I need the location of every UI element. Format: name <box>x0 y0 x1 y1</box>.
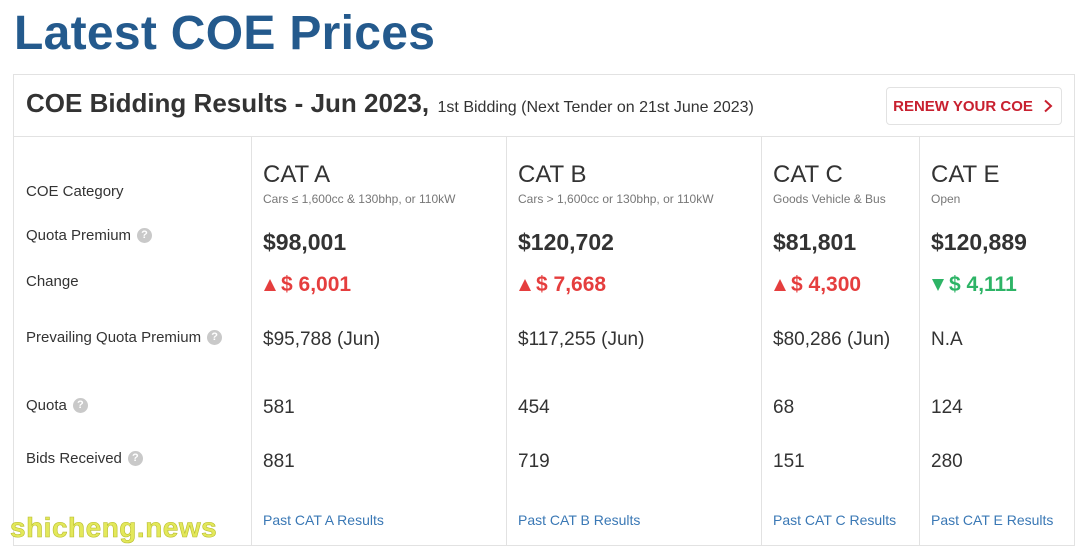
bids-received-value: 881 <box>263 451 295 472</box>
quota-value: 68 <box>773 397 795 418</box>
bidding-title: COE Bidding Results - Jun 2023, 1st Bidd… <box>26 88 754 119</box>
label-quota-premium: Quota Premium ? <box>26 227 153 244</box>
category-name: CAT E <box>931 161 1000 188</box>
change-value: $ 4,300 <box>773 273 861 297</box>
change-amount: $ 4,300 <box>791 273 862 296</box>
label-coe-category: COE Category <box>26 183 124 200</box>
label-quota-premium-text: Quota Premium <box>26 227 132 244</box>
coe-results-card: COE Bidding Results - Jun 2023, 1st Bidd… <box>13 74 1075 546</box>
category-name: CAT B <box>518 161 587 188</box>
change-value: $ 6,001 <box>263 273 351 297</box>
help-icon[interactable]: ? <box>72 398 88 413</box>
category-column-cat-c: CAT C Goods Vehicle & Bus $81,801 $ 4,30… <box>761 137 919 546</box>
bidding-title-subtitle: 1st Bidding (Next Tender on 21st June 20… <box>437 99 754 116</box>
change-amount: $ 4,111 <box>949 273 1017 296</box>
triangle-up-icon <box>264 279 276 291</box>
change-amount: $ 7,668 <box>536 273 607 296</box>
renew-coe-button[interactable]: RENEW YOUR COE <box>886 87 1062 125</box>
bids-received-value: 719 <box>518 451 550 472</box>
watermark: shicheng.news <box>10 512 218 544</box>
prevailing-premium-value: $117,255 (Jun) <box>518 329 645 350</box>
past-results-link[interactable]: Past CAT E Results <box>931 512 1054 528</box>
quota-value: 454 <box>518 397 550 418</box>
category-column-cat-b: CAT B Cars > 1,600cc or 130bhp, or 110kW… <box>506 137 761 546</box>
label-prevailing-premium: Prevailing Quota Premium ? <box>26 329 223 346</box>
bids-received-value: 151 <box>773 451 805 472</box>
category-description: Goods Vehicle & Bus <box>773 192 886 206</box>
label-quota-text: Quota <box>26 397 67 414</box>
label-bids-text: Bids Received <box>26 450 122 467</box>
label-bids-received: Bids Received ? <box>26 450 143 467</box>
triangle-up-icon <box>774 279 786 291</box>
category-name: CAT A <box>263 161 331 188</box>
help-icon[interactable]: ? <box>207 330 223 345</box>
category-name: CAT C <box>773 161 843 188</box>
category-description: Open <box>931 192 961 206</box>
prevailing-premium-value: N.A <box>931 329 963 350</box>
label-quota: Quota ? <box>26 397 88 414</box>
triangle-down-icon <box>932 279 944 291</box>
quota-premium-value: $120,702 <box>518 229 614 255</box>
past-results-link[interactable]: Past CAT C Results <box>773 512 897 528</box>
prevailing-premium-value: $95,788 (Jun) <box>263 329 381 350</box>
label-coe-category-text: COE Category <box>26 183 124 200</box>
change-value: $ 7,668 <box>518 273 606 297</box>
page-title: Latest COE Prices <box>14 7 436 60</box>
prevailing-premium-value: $80,286 (Jun) <box>773 329 891 350</box>
label-prevailing-text: Prevailing Quota Premium <box>26 329 202 346</box>
bids-received-value: 280 <box>931 451 963 472</box>
triangle-up-icon <box>519 279 531 291</box>
label-change: Change <box>26 273 79 290</box>
category-column-cat-e: CAT E Open $120,889 $ 4,111 N.A 124 280 … <box>919 137 1074 546</box>
card-header: COE Bidding Results - Jun 2023, 1st Bidd… <box>14 75 1074 137</box>
help-icon[interactable]: ? <box>127 451 143 466</box>
change-amount: $ 6,001 <box>281 273 352 296</box>
category-description: Cars ≤ 1,600cc & 130bhp, or 110kW <box>263 192 456 206</box>
label-change-text: Change <box>26 273 79 290</box>
quota-premium-value: $98,001 <box>263 229 347 255</box>
quota-value: 581 <box>263 397 295 418</box>
past-results-link[interactable]: Past CAT A Results <box>263 512 384 528</box>
chevron-right-icon <box>1044 99 1053 113</box>
quota-premium-value: $81,801 <box>773 229 857 255</box>
category-column-cat-a: CAT A Cars ≤ 1,600cc & 130bhp, or 110kW … <box>251 137 506 546</box>
renew-coe-label: RENEW YOUR COE <box>893 97 1033 115</box>
quota-value: 124 <box>931 397 963 418</box>
bidding-title-main: COE Bidding Results - Jun 2023, <box>26 88 430 118</box>
category-description: Cars > 1,600cc or 130bhp, or 110kW <box>518 192 714 206</box>
help-icon[interactable]: ? <box>137 228 153 243</box>
row-labels: COE Category Quota Premium ? Change Prev… <box>14 137 251 546</box>
past-results-link[interactable]: Past CAT B Results <box>518 512 641 528</box>
quota-premium-value: $120,889 <box>931 229 1027 255</box>
change-value: $ 4,111 <box>931 273 1017 297</box>
